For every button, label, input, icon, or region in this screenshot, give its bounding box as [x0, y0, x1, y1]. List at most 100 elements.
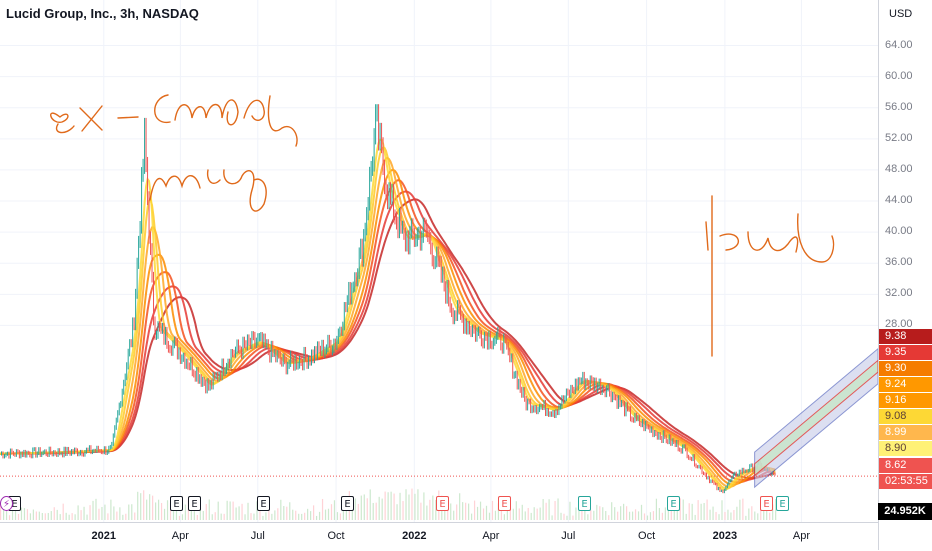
- volume-bar: [289, 502, 291, 520]
- split-event-icon[interactable]: ⚡: [0, 496, 13, 511]
- volume-bar: [536, 508, 538, 520]
- volume-bar: [89, 505, 91, 520]
- volume-bar: [679, 498, 681, 520]
- volume-bar: [640, 504, 643, 520]
- volume-bar: [688, 503, 690, 520]
- earnings-event-icon[interactable]: E: [760, 496, 773, 511]
- volume-bar: [712, 506, 714, 520]
- volume-bar: [35, 511, 37, 520]
- price-tag: 9.08: [879, 409, 932, 424]
- volume-bar: [387, 492, 389, 520]
- volume-bar: [670, 511, 672, 520]
- volume-bar: [423, 492, 425, 520]
- price-tag: 9.35: [879, 345, 932, 360]
- volume-bar: [23, 508, 26, 520]
- volume-bar: [542, 499, 544, 520]
- volume-bar: [763, 504, 765, 520]
- volume-bar: [533, 507, 535, 520]
- volume-bar: [456, 504, 458, 520]
- volume-bar: [32, 509, 34, 520]
- volume-bar: [628, 511, 631, 520]
- volume-bar: [736, 506, 738, 520]
- volume-bar: [384, 491, 386, 520]
- price-tick-label: 48.00: [885, 162, 913, 175]
- volume-bar: [205, 504, 207, 520]
- volume-bar: [315, 515, 318, 520]
- volume-bar: [420, 502, 422, 520]
- time-tick-label: Jul: [561, 530, 576, 542]
- volume-bar: [518, 508, 520, 520]
- volume-bar: [563, 513, 565, 520]
- earnings-event-icon[interactable]: E: [341, 496, 354, 511]
- earnings-event-icon[interactable]: E: [257, 496, 270, 511]
- volume-bar: [53, 507, 55, 520]
- volume-bar: [512, 508, 514, 520]
- volume-bar: [104, 504, 106, 520]
- volume-bar: [2, 503, 5, 520]
- volume-bar: [65, 512, 67, 520]
- volume-bar: [163, 508, 166, 520]
- earnings-event-icon[interactable]: E: [170, 496, 183, 511]
- volume-bar: [468, 503, 470, 520]
- volume-bar: [8, 515, 11, 520]
- volume-bar: [202, 510, 204, 520]
- price-tag: 9.38: [879, 329, 932, 344]
- volume-bar: [709, 509, 711, 520]
- volume-bar: [566, 515, 568, 520]
- volume-bar: [321, 498, 324, 520]
- earnings-event-icon[interactable]: E: [776, 496, 789, 511]
- volume-bar: [149, 494, 151, 520]
- volume-bar: [718, 514, 720, 520]
- volume-bar: [742, 498, 744, 520]
- price-tag: 02:53:55: [879, 474, 932, 489]
- parallel-channel-drawing[interactable]: [754, 348, 878, 489]
- volume-bar: [521, 504, 523, 520]
- volume-bar: [611, 502, 613, 520]
- volume-bar: [229, 501, 231, 520]
- volume-bar: [497, 503, 500, 520]
- earnings-event-icon[interactable]: E: [578, 496, 591, 511]
- volume-bar: [140, 493, 142, 520]
- volume-bar: [253, 513, 255, 520]
- earnings-event-icon[interactable]: E: [188, 496, 201, 511]
- earnings-event-icon[interactable]: E: [667, 496, 680, 511]
- volume-bar: [372, 502, 374, 520]
- volume-bar: [83, 506, 85, 520]
- volume-bar: [286, 506, 288, 520]
- price-chart[interactable]: [0, 0, 878, 522]
- time-tick-label: 2021: [91, 530, 117, 542]
- volume-bar: [137, 491, 139, 520]
- earnings-event-icon[interactable]: E: [498, 496, 511, 511]
- volume-bar: [572, 515, 574, 520]
- volume-bar: [193, 511, 195, 520]
- volume-bar: [274, 510, 276, 520]
- price-tick-label: 44.00: [885, 194, 913, 207]
- volume-bar: [157, 499, 160, 520]
- volume-bar: [116, 511, 118, 520]
- volume-bar: [411, 488, 413, 520]
- volume-bar: [59, 514, 61, 520]
- volume-bar: [664, 507, 666, 520]
- price-tick-label: 36.00: [885, 256, 913, 269]
- moving-average-ribbon: [0, 138, 776, 491]
- volume-bar: [462, 502, 464, 520]
- volume-bar: [0, 502, 2, 520]
- handwritten-annotation[interactable]: [50, 94, 835, 357]
- earnings-event-icon[interactable]: E: [436, 496, 449, 511]
- volume-bar: [748, 508, 750, 520]
- volume-bar: [399, 492, 401, 520]
- volume-bar: [721, 500, 723, 520]
- volume-label: 24.952K: [878, 503, 932, 520]
- volume-bar: [500, 506, 503, 520]
- volume-bar: [152, 495, 154, 520]
- volume-bar: [435, 499, 437, 520]
- volume-bar: [38, 511, 40, 520]
- volume-bar: [676, 507, 678, 520]
- volume-bar: [488, 512, 491, 520]
- volume-bar: [217, 501, 219, 520]
- volume-bar: [184, 504, 187, 520]
- price-axis[interactable]: USD 64.00 60.00 56.00 52.00 48.00 44.00 40.00 3…: [878, 0, 932, 550]
- volume-bar: [578, 510, 580, 520]
- time-axis[interactable]: 2021 Apr Jul Oct 2022 Apr Jul Oct 2023 Apr: [0, 522, 878, 551]
- volume-bar: [623, 503, 625, 520]
